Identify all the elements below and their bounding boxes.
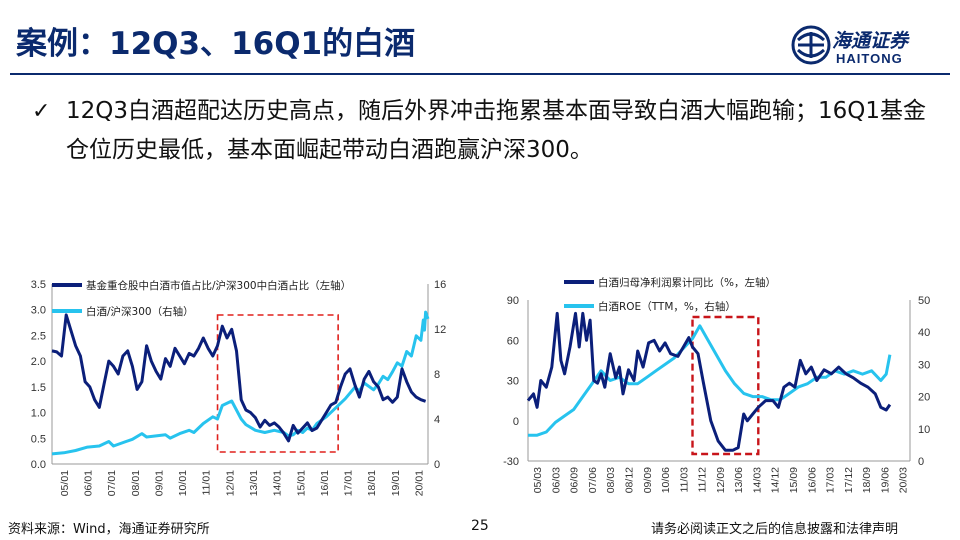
x-tick-label: 16/01 <box>319 470 331 496</box>
x-tick-label: 13/06 <box>733 467 745 493</box>
left-tick-label: 2.0 <box>31 356 46 368</box>
bullet-text: 12Q3白酒超配达历史高点，随后外界冲击拖累基本面导致白酒大幅跑输；16Q1基金… <box>66 98 927 163</box>
right-tick-label: 0 <box>918 456 924 468</box>
right-tick-label: 40 <box>918 327 930 339</box>
haitong-logo: 海通证券 HAITONG <box>790 24 950 70</box>
series-line-navy <box>526 311 892 452</box>
right-tick-label: 12 <box>434 324 446 336</box>
left-tick-label: 3.5 <box>31 279 46 291</box>
left-tick-label: -30 <box>503 456 519 468</box>
x-tick-label: 09/01 <box>153 470 165 496</box>
x-tick-label: 15/09 <box>788 467 800 493</box>
right-tick-label: 50 <box>918 295 930 307</box>
source-note: 资料来源：Wind，海通证券研究所 <box>8 522 210 537</box>
left-tick-label: 0 <box>513 416 519 428</box>
x-tick-label: 13/01 <box>248 470 260 496</box>
x-tick-label: 05/03 <box>532 467 544 493</box>
x-tick-label: 12/01 <box>224 470 236 496</box>
x-tick-label: 08/12 <box>624 467 636 493</box>
x-tick-label: 08/01 <box>130 470 142 496</box>
series-line-cyan <box>528 324 892 437</box>
highlight-box <box>216 314 339 453</box>
x-tick-label: 20/01 <box>414 470 426 496</box>
right-tick-label: 30 <box>918 359 930 371</box>
x-tick-label: 11/03 <box>678 467 690 493</box>
x-tick-label: 06/09 <box>569 467 581 493</box>
x-tick-label: 10/06 <box>660 467 672 493</box>
x-tick-label: 17/12 <box>843 467 855 493</box>
x-tick-label: 20/03 <box>898 467 910 493</box>
page-number: 25 <box>471 518 489 534</box>
x-tick-label: 09/09 <box>642 467 654 493</box>
left-tick-label: 90 <box>507 295 519 307</box>
x-tick-label: 08/03 <box>605 467 617 493</box>
x-tick-label: 16/06 <box>806 467 818 493</box>
left-tick-label: 0.5 <box>31 433 46 445</box>
left-tick-label: 2.5 <box>31 330 46 342</box>
x-tick-label: 11/12 <box>697 467 709 493</box>
x-tick-label: 15/01 <box>295 470 307 496</box>
x-tick-label: 14/03 <box>751 467 763 493</box>
x-tick-label: 07/06 <box>587 467 599 493</box>
x-tick-label: 10/01 <box>177 470 189 496</box>
x-tick-label: 12/09 <box>715 467 727 493</box>
x-tick-label: 19/01 <box>390 470 402 496</box>
logo-text-cn: 海通证券 <box>832 30 909 52</box>
x-tick-label: 18/09 <box>861 467 873 493</box>
x-tick-label: 17/03 <box>825 467 837 493</box>
x-tick-label: 18/01 <box>366 470 378 496</box>
left-tick-label: 3.0 <box>31 305 46 317</box>
right-tick-label: 0 <box>434 459 440 471</box>
left-tick-label: 1.5 <box>31 382 46 394</box>
right-tick-label: 20 <box>918 392 930 404</box>
left-tick-label: 30 <box>507 376 519 388</box>
legend-label: 白酒/沪深300（右轴） <box>86 305 194 318</box>
checkmark-icon: ✓ <box>32 99 51 124</box>
x-tick-label: 17/01 <box>343 470 355 496</box>
logo-text-en: HAITONG <box>836 51 903 66</box>
haitong-logo-icon <box>791 25 831 65</box>
legend-label: 基金重仓股中白酒市值占比/沪深300中白酒占比（左轴） <box>86 279 351 292</box>
disclaimer: 请务必阅读正文之后的信息披露和法律声明 <box>651 522 899 537</box>
x-tick-label: 14/01 <box>272 470 284 496</box>
right-tick-label: 4 <box>434 414 440 426</box>
legend-label: 白酒ROE（TTM，%，右轴） <box>598 300 736 313</box>
x-tick-label: 14/12 <box>770 467 782 493</box>
highlight-box <box>691 315 760 456</box>
left-tick-label: 60 <box>507 335 519 347</box>
right-tick-label: 16 <box>434 279 446 291</box>
right-tick-label: 10 <box>918 424 930 436</box>
x-tick-label: 06/01 <box>82 470 94 496</box>
title-divider <box>10 73 950 75</box>
left-tick-label: 1.0 <box>31 408 46 420</box>
legend-label: 白酒归母净利润累计同比（%，左轴） <box>598 276 776 289</box>
x-tick-label: 05/01 <box>59 470 71 496</box>
x-tick-label: 11/01 <box>201 470 213 496</box>
series-line-navy <box>51 313 427 443</box>
x-tick-label: 07/01 <box>106 470 118 496</box>
left-tick-label: 0.0 <box>31 459 46 471</box>
right-tick-label: 8 <box>434 369 440 381</box>
x-tick-label: 19/06 <box>879 467 891 493</box>
page-title: 案例：12Q3、16Q1的白酒 <box>16 26 416 62</box>
x-tick-label: 06/03 <box>550 467 562 493</box>
